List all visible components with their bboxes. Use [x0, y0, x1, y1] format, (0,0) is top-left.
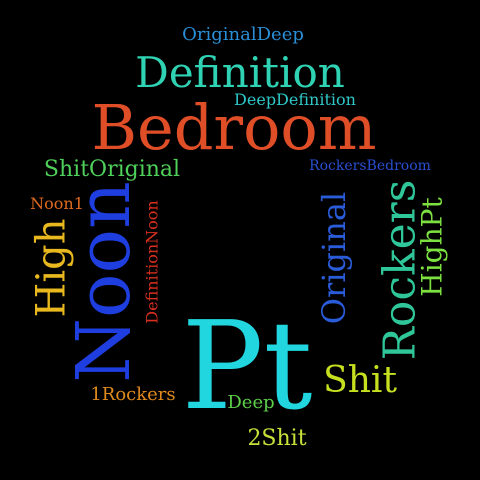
word-deep: Deep — [227, 392, 275, 413]
word-shit-original: ShitOriginal — [43, 157, 181, 182]
word-noon: Noon — [60, 181, 147, 383]
word-deep-definition: DeepDefinition — [234, 90, 356, 109]
word-1rockers: 1Rockers — [90, 384, 176, 405]
word-noon1: Noon1 — [30, 194, 84, 213]
word-bedroom: Bedroom — [91, 91, 377, 164]
word-2shit: 2Shit — [247, 426, 307, 451]
word-definition: Definition — [135, 48, 345, 97]
word-definition-noon: DefinitionNoon — [142, 200, 162, 324]
word-pt: Pt — [181, 295, 313, 437]
word-rockers-bedroom: RockersBedroom — [309, 158, 431, 174]
word-high-pt: HighPt — [415, 197, 449, 297]
word-original: Original — [315, 191, 353, 325]
word-original-deep: OriginalDeep — [182, 24, 304, 45]
word-shit: Shit — [323, 360, 397, 401]
